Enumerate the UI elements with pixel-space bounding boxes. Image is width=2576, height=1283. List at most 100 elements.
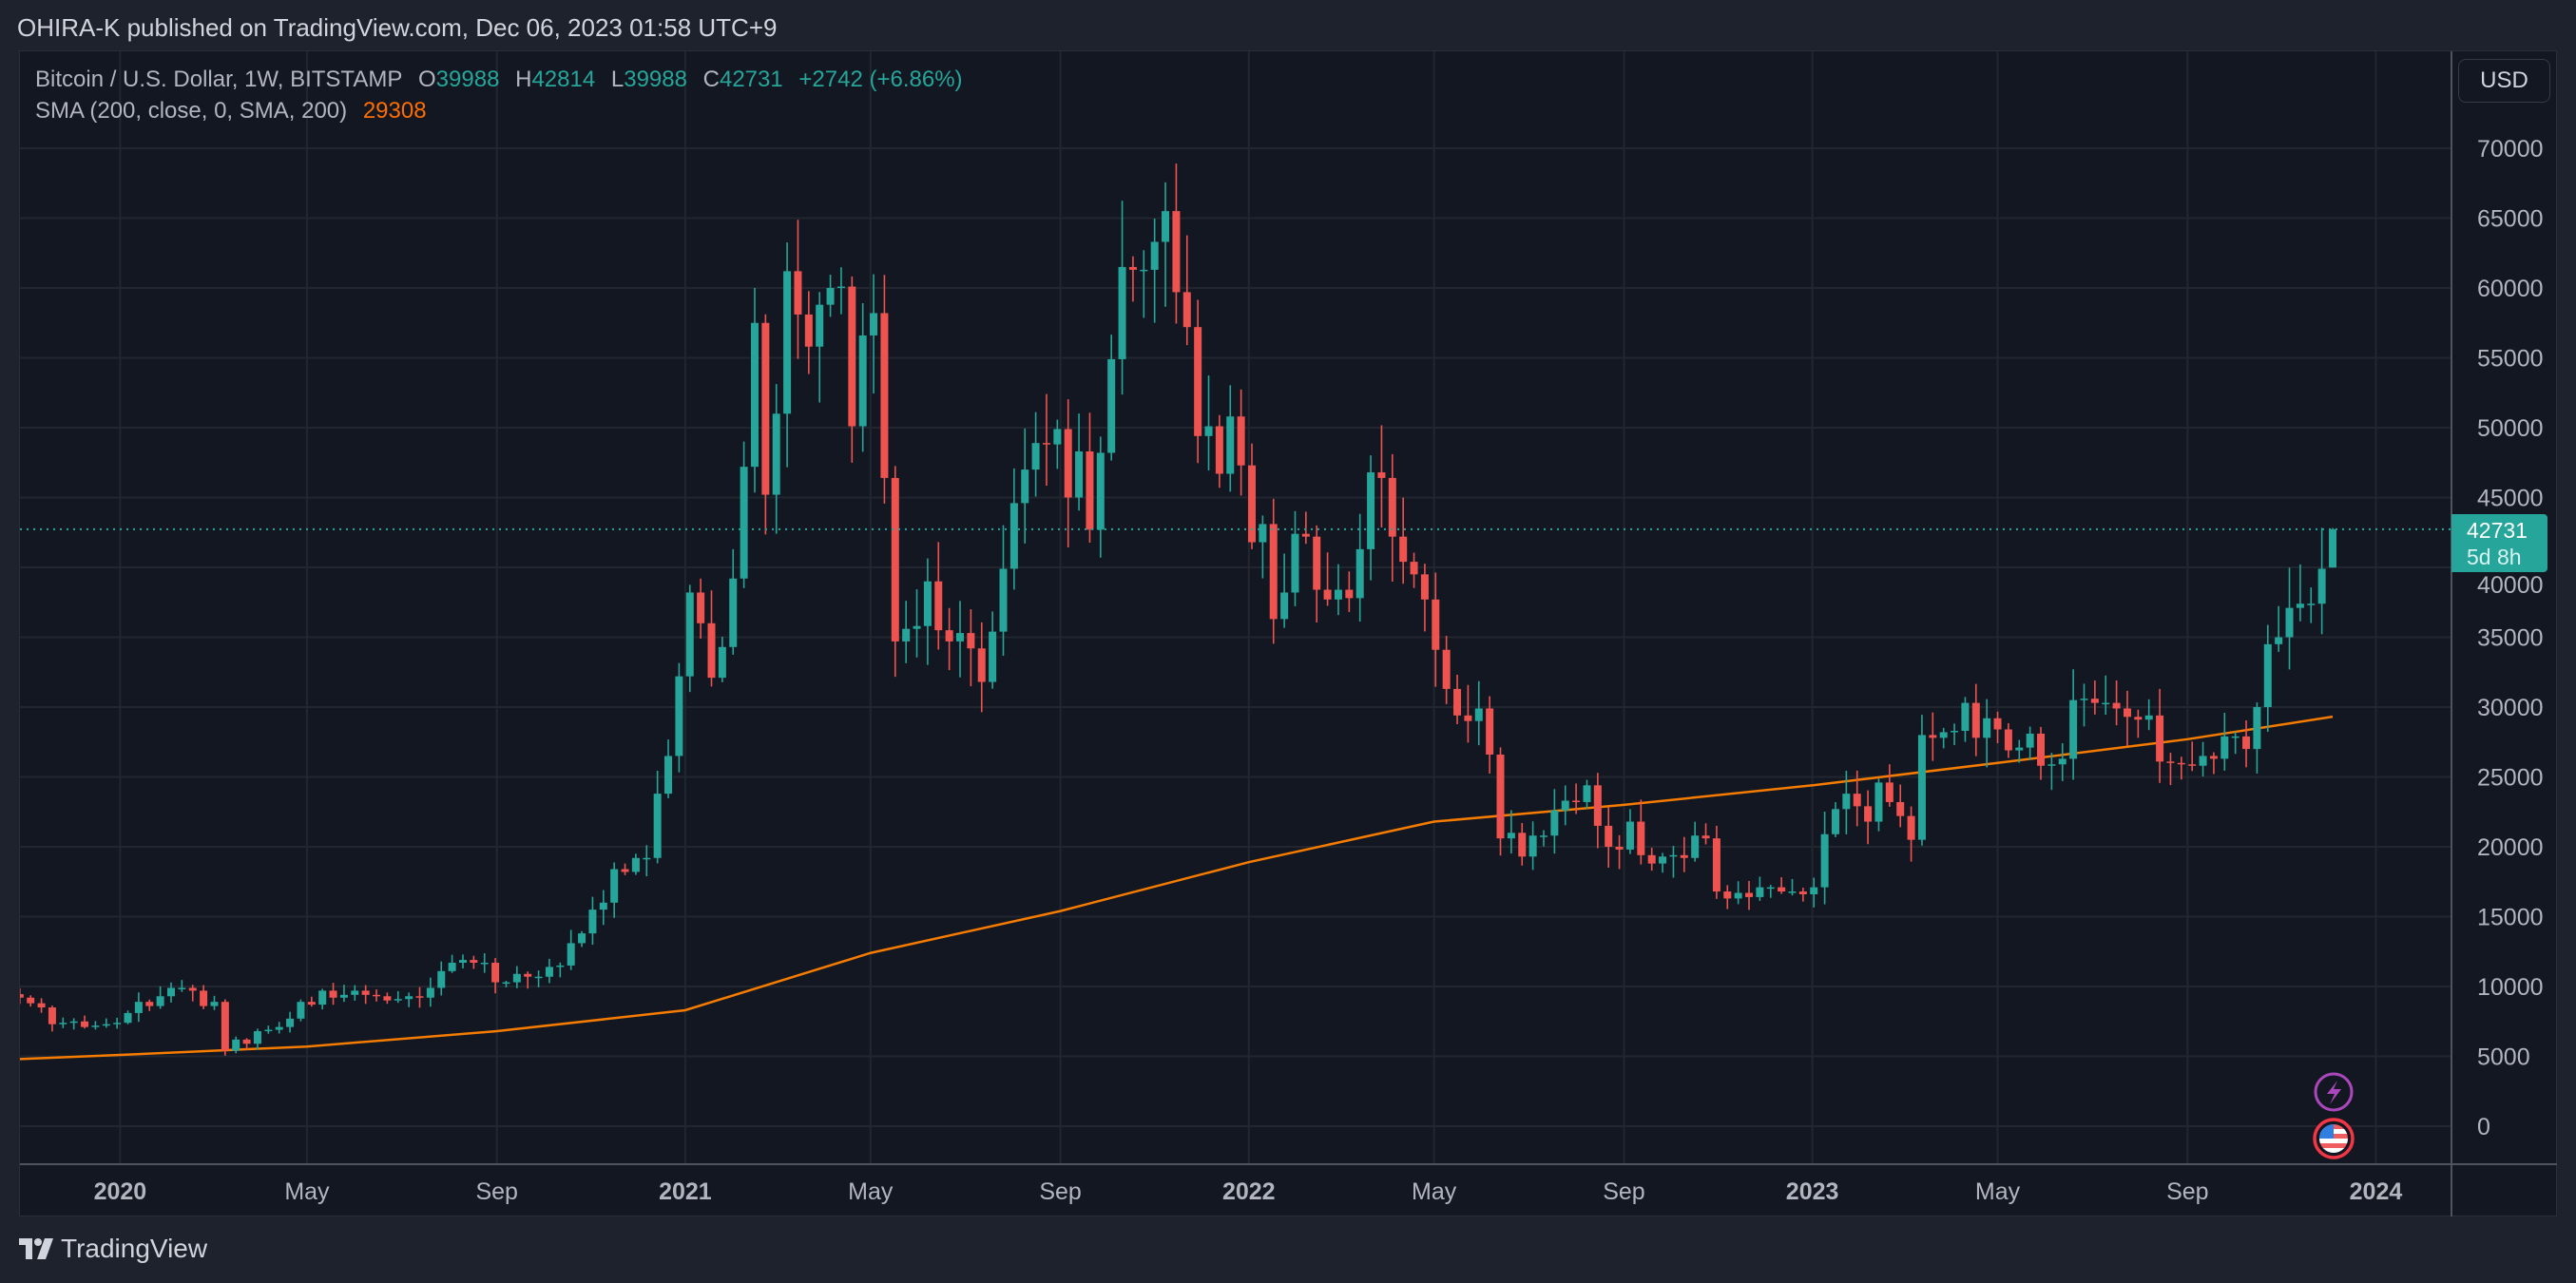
candle-body <box>2144 715 2153 720</box>
candle-body <box>1248 465 1256 543</box>
low-label: L <box>610 67 625 92</box>
candle <box>816 292 824 403</box>
candle-body <box>1518 833 1527 857</box>
candle <box>2166 753 2175 786</box>
candle-body <box>1929 735 1937 738</box>
candle-body <box>675 676 683 756</box>
candle-body <box>1388 477 1396 537</box>
candle-body <box>232 1039 240 1051</box>
candle <box>264 1025 273 1034</box>
candle <box>1172 163 1181 324</box>
symbol-name[interactable]: Bitcoin / U.S. Dollar, 1W, BITSTAMP <box>35 67 403 92</box>
candle-body <box>458 960 467 964</box>
candle <box>188 985 197 1002</box>
candle <box>2037 726 2046 780</box>
candle-body <box>848 286 856 427</box>
candle <box>999 525 1008 657</box>
chart-frame <box>19 50 2557 1216</box>
candle-body <box>578 933 586 944</box>
candle-body <box>318 990 327 1005</box>
candle-body <box>967 633 975 649</box>
candle-body <box>1150 241 1159 270</box>
candle <box>1377 425 1386 528</box>
earnings-event-icon[interactable] <box>2314 1072 2354 1112</box>
candle-body <box>1464 715 1472 721</box>
candle-body <box>210 1002 219 1006</box>
candle <box>750 288 759 493</box>
candle <box>1410 552 1418 588</box>
candle <box>102 1018 110 1028</box>
candle-body <box>1691 835 1700 858</box>
candle-body <box>113 1023 122 1024</box>
candle-body <box>297 1002 305 1019</box>
candle-body <box>394 999 402 1001</box>
candle <box>1951 723 1959 746</box>
candle-body <box>1432 599 1440 650</box>
time-tick-label: 2022 <box>1222 1178 1276 1205</box>
candle <box>1896 784 1905 828</box>
candle-body <box>945 630 953 642</box>
candle <box>1291 510 1299 606</box>
us-flag-event-icon[interactable] <box>2313 1118 2355 1159</box>
candle-body <box>264 1029 273 1032</box>
sma-line <box>20 715 2334 1061</box>
candle <box>2069 669 2078 780</box>
candle <box>1701 823 1710 845</box>
candle <box>707 590 716 687</box>
publish-title: OHIRA-K published on TradingView.com, De… <box>17 13 778 42</box>
candle-body <box>870 313 878 335</box>
candle-body <box>2177 762 2185 765</box>
candle-body <box>1539 835 1548 837</box>
candle-body <box>2317 568 2326 604</box>
price-tick-label: 0 <box>2477 1114 2490 1140</box>
candle <box>1399 497 1408 584</box>
candle <box>1301 511 1310 545</box>
candle-body <box>1951 730 1959 733</box>
candle-body <box>2069 699 2078 759</box>
candle <box>2209 752 2218 775</box>
candle <box>1550 789 1559 854</box>
candle <box>1215 414 1223 488</box>
time-tick-label: Sep <box>2166 1178 2208 1205</box>
candle-body <box>1583 785 1591 802</box>
candle <box>1528 821 1537 871</box>
flag-stripe <box>2319 1139 2348 1143</box>
candle <box>1009 468 1018 590</box>
candle <box>653 770 662 864</box>
candle <box>1064 399 1072 547</box>
candle-body <box>242 1039 251 1044</box>
price-tick-label: 25000 <box>2477 765 2544 792</box>
candle-body <box>989 631 997 682</box>
candle-body <box>588 910 597 934</box>
candle-body <box>1874 782 1883 822</box>
sma-label[interactable]: SMA (200, close, 0, SMA, 200) <box>35 98 348 124</box>
candle <box>1756 876 1764 901</box>
tradingview-logo[interactable]: TradingView <box>19 1234 207 1264</box>
candle <box>437 961 446 996</box>
candle <box>361 985 370 1005</box>
candle-body <box>2080 699 2088 700</box>
candle-body <box>1669 854 1678 857</box>
candle <box>729 548 738 655</box>
open-label: O <box>418 67 436 92</box>
candle-body <box>134 1002 143 1013</box>
candle-body <box>351 990 359 995</box>
candle-body <box>1745 892 1754 897</box>
candle-body <box>1593 785 1602 826</box>
candle-body <box>91 1025 100 1027</box>
candle <box>1971 683 1980 756</box>
candle-body <box>1453 688 1462 716</box>
candle <box>210 995 219 1010</box>
candle <box>1723 885 1732 910</box>
candle-body <box>470 960 478 964</box>
candle <box>2263 624 2272 733</box>
candle <box>1182 235 1191 346</box>
candle <box>858 303 867 452</box>
flag <box>2319 1124 2348 1153</box>
candle-body <box>631 857 640 872</box>
candle-body <box>1831 809 1839 834</box>
candle-body <box>1993 718 2002 730</box>
currency-button[interactable]: USD <box>2458 59 2550 103</box>
candle-body <box>1734 892 1742 899</box>
